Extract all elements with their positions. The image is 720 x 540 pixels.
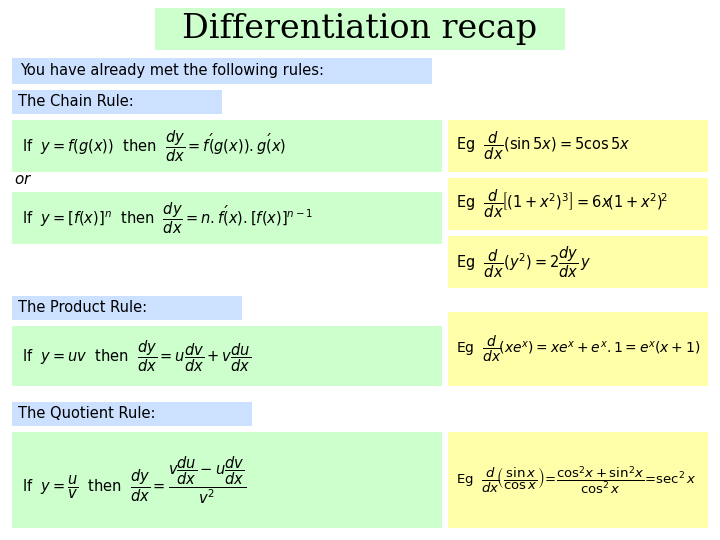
Bar [448,236,708,288]
Text: Eg  $\dfrac{d}{dx}\!\left[(1+x^2)^3\right] = 6x\!\left(1+x^2\right)^{\!2}$: Eg $\dfrac{d}{dx}\!\left[(1+x^2)^3\right… [456,188,668,220]
Bar [448,178,708,230]
Bar [448,312,708,386]
Text: If  $y = \dfrac{u}{v}$  then  $\dfrac{dy}{dx} = \dfrac{v\dfrac{du}{dx} - u\dfrac: If $y = \dfrac{u}{v}$ then $\dfrac{dy}{d… [22,454,246,506]
Text: Eg  $\dfrac{d}{dx}\!\left(xe^x\right) = xe^x + e^x.1 = e^x(x+1)$: Eg $\dfrac{d}{dx}\!\left(xe^x\right) = x… [456,334,701,364]
Bar [12,326,442,386]
Bar [12,90,222,114]
Bar [12,402,252,426]
Bar [155,8,565,50]
Text: $\mathit{or}$: $\mathit{or}$ [14,172,32,187]
Bar [12,432,442,528]
Text: Eg  $\dfrac{d}{dx}(\sin 5x) = 5\cos 5x$: Eg $\dfrac{d}{dx}(\sin 5x) = 5\cos 5x$ [456,130,631,163]
Bar [448,120,708,172]
Bar [12,192,442,244]
Text: The Chain Rule:: The Chain Rule: [18,94,134,110]
Bar [12,296,242,320]
Bar [448,432,708,528]
Text: The Product Rule:: The Product Rule: [18,300,147,315]
Text: If  $y = [f(x)]^n$  then  $\dfrac{dy}{dx} = n.f\'(x).[f(x)]^{n-1}$: If $y = [f(x)]^n$ then $\dfrac{dy}{dx} =… [22,200,313,236]
Text: Eg  $\dfrac{d}{dx}\!\left(\dfrac{\sin x}{\cos x}\right)\!=\!\dfrac{\cos^2\!x + \: Eg $\dfrac{d}{dx}\!\left(\dfrac{\sin x}{… [456,464,696,496]
Text: If  $y = uv$  then  $\dfrac{dy}{dx} = u\dfrac{dv}{dx} + v\dfrac{du}{dx}$: If $y = uv$ then $\dfrac{dy}{dx} = u\dfr… [22,338,251,374]
Text: Differentiation recap: Differentiation recap [182,13,538,45]
Bar [12,58,432,84]
Text: If  $y = f(g(x))$  then  $\dfrac{dy}{dx} = f\'(g(x)).g\'(x)$: If $y = f(g(x))$ then $\dfrac{dy}{dx} = … [22,128,287,164]
Text: The Quotient Rule:: The Quotient Rule: [18,407,156,422]
Text: Eg  $\dfrac{d}{dx}(y^2) = 2\dfrac{dy}{dx}\,y$: Eg $\dfrac{d}{dx}(y^2) = 2\dfrac{dy}{dx}… [456,244,592,280]
Bar [12,120,442,172]
Text: You have already met the following rules:: You have already met the following rules… [20,64,324,78]
